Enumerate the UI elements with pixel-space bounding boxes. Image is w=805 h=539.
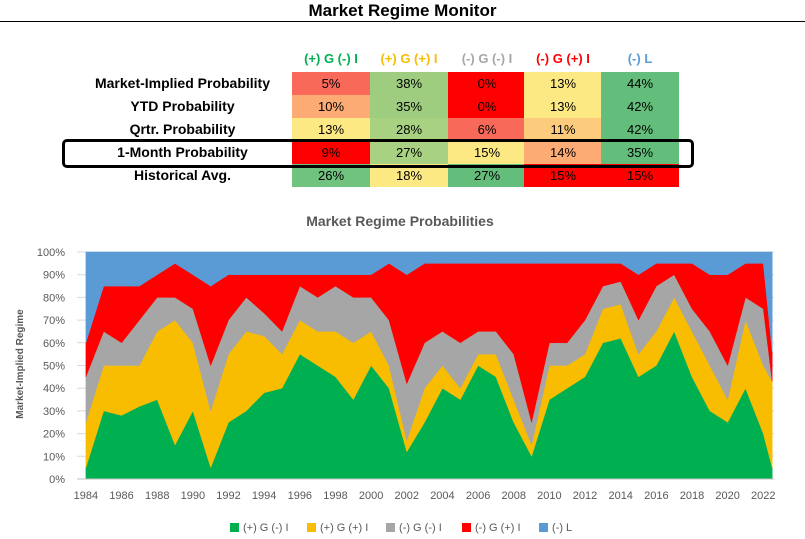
- column-header: (+) G (-) I: [304, 51, 358, 66]
- x-tick-label: 2000: [359, 490, 383, 502]
- x-tick-label: 2010: [537, 490, 561, 502]
- table-cell: 35%: [601, 141, 679, 164]
- table-cell: 28%: [370, 118, 448, 141]
- legend-swatch: [307, 523, 316, 532]
- y-axis-label: Market-Implied Regime: [15, 309, 26, 419]
- legend-label: (-) L: [552, 522, 573, 534]
- y-tick-label: 10%: [43, 451, 65, 463]
- table-cell: 13%: [524, 72, 602, 95]
- legend-item: (-) G (-) I: [386, 521, 442, 535]
- column-header: (-) L: [627, 51, 653, 66]
- y-tick-label: 50%: [43, 361, 65, 373]
- x-tick-label: 1992: [216, 490, 240, 502]
- table-cell: 13%: [292, 118, 370, 141]
- x-tick-label: 2022: [751, 490, 775, 502]
- legend-item: (-) L: [539, 521, 572, 535]
- x-tick-label: 2002: [395, 490, 419, 502]
- x-tick-label: 2008: [501, 490, 525, 502]
- y-tick-label: 70%: [43, 315, 65, 327]
- x-tick-label: 1988: [145, 490, 169, 502]
- x-tick-label: 2006: [466, 490, 490, 502]
- x-tick-label: 2020: [715, 490, 739, 502]
- table-cell: 42%: [601, 95, 679, 118]
- table-cell: 13%: [524, 95, 602, 118]
- legend-swatch: [386, 523, 395, 532]
- x-tick-label: 2016: [644, 490, 668, 502]
- y-tick-label: 80%: [43, 292, 65, 304]
- x-axis-ticks: 1984 1986 1988 1990 1992 1994 1996 1998 2000 2002…: [74, 490, 776, 502]
- row-label: Qrtr. Probability: [129, 121, 236, 137]
- stacked-areas: [85, 251, 773, 480]
- table-cell: 6%: [448, 118, 526, 141]
- legend-label: (-) G (+) I: [475, 522, 521, 534]
- table-cell: 26%: [292, 164, 370, 187]
- one-month-highlight-box: [62, 139, 694, 168]
- legend-swatch: [539, 523, 548, 532]
- column-header: (-) G (+) I: [536, 51, 590, 66]
- y-tick-label: 40%: [43, 383, 65, 395]
- column-header: (+) G (+) I: [380, 51, 438, 66]
- y-tick-label: 100%: [37, 247, 65, 259]
- row-label: YTD Probability: [130, 98, 235, 114]
- y-axis-ticks: 0% 10% 20% 30% 40% 50% 60% 70% 80% 90% 100%: [37, 247, 65, 486]
- x-tick-label: 2012: [573, 490, 597, 502]
- y-tick-label: 0%: [49, 474, 65, 486]
- table-cell: 11%: [524, 118, 602, 141]
- x-tick-label: 1990: [181, 490, 205, 502]
- table-cell: 38%: [370, 72, 448, 95]
- legend-item: (-) G (+) I: [462, 521, 521, 535]
- regime-probability-chart: Market Regime Probabilities Market-Impli…: [15, 213, 776, 502]
- series-area: [85, 251, 773, 352]
- x-tick-label: 2014: [608, 490, 632, 502]
- table-cell: 0%: [448, 95, 526, 118]
- chart-title: Market Regime Probabilities: [306, 213, 494, 229]
- table-cell: 5%: [292, 72, 370, 95]
- y-tick-label: 60%: [43, 338, 65, 350]
- x-tick-label: 1984: [74, 490, 98, 502]
- table-cell: 27%: [448, 164, 526, 187]
- table-cell: 15%: [524, 164, 602, 187]
- table-cell: 27%: [370, 141, 448, 164]
- row-label: Market-Implied Probability: [94, 75, 271, 91]
- y-tick-label: 30%: [43, 406, 65, 418]
- table-cell: 9%: [292, 141, 370, 164]
- table-cell: 35%: [370, 95, 448, 118]
- x-tick-label: 2004: [430, 490, 454, 502]
- row-label: 1-Month Probability: [117, 144, 248, 160]
- y-tick-label: 90%: [43, 270, 65, 282]
- legend-label: (-) G (-) I: [399, 522, 442, 534]
- column-header: (-) G (-) I: [461, 51, 513, 66]
- row-label: Historical Avg.: [134, 167, 231, 183]
- x-tick-label: 2018: [680, 490, 704, 502]
- legend-label: (+) G (-) I: [243, 522, 289, 534]
- table-cell: 15%: [601, 164, 679, 187]
- table-cell: 44%: [601, 72, 679, 95]
- x-tick-label: 1998: [323, 490, 347, 502]
- y-tick-label: 20%: [43, 429, 65, 441]
- title-underline: [0, 21, 805, 22]
- legend-item: (+) G (-) I: [230, 521, 289, 535]
- table-cell: 18%: [370, 164, 448, 187]
- x-tick-label: 1986: [109, 490, 133, 502]
- table-cell: 10%: [292, 95, 370, 118]
- x-tick-label: 1996: [288, 490, 312, 502]
- table-cell: 14%: [524, 141, 602, 164]
- table-cell: 0%: [448, 72, 526, 95]
- table-cell: 15%: [448, 141, 526, 164]
- legend-item: (+) G (+) I: [307, 521, 368, 535]
- page-title: Market Regime Monitor: [308, 1, 497, 20]
- legend-label: (+) G (+) I: [320, 522, 369, 534]
- legend-swatch: [230, 523, 239, 532]
- table-cell: 42%: [601, 118, 679, 141]
- x-tick-label: 1994: [252, 490, 276, 502]
- legend-swatch: [462, 523, 471, 532]
